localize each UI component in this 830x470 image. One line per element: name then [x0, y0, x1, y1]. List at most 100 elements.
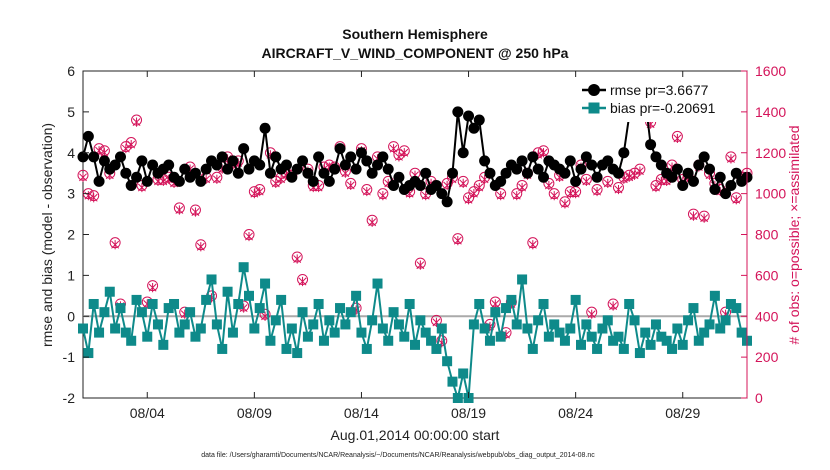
bias-point: [179, 319, 190, 330]
assimilated-obs-point: [175, 205, 184, 215]
rmse-point: [286, 171, 298, 183]
rmse-point: [307, 175, 319, 187]
rmse-point: [200, 163, 212, 175]
bias-point: [110, 323, 121, 334]
assimilated-obs-point: [732, 195, 741, 205]
bias-point: [201, 294, 212, 305]
rmse-point: [232, 167, 244, 179]
legend-rmse-label: rmse pr=3.6677: [610, 82, 709, 98]
bias-point: [527, 343, 538, 354]
bias-point: [447, 376, 458, 387]
left-tick-label: -2: [63, 390, 76, 406]
right-tick-label: 400: [755, 308, 779, 324]
left-tick-label: 2: [67, 227, 75, 243]
bias-point: [506, 294, 517, 305]
bias-point: [195, 323, 206, 334]
rmse-point: [655, 159, 667, 171]
bias-point: [624, 298, 635, 309]
rmse-point: [302, 167, 314, 179]
bias-point: [699, 327, 710, 338]
bias-point: [115, 303, 126, 314]
rmse-point: [355, 147, 367, 159]
rmse-point: [677, 179, 689, 191]
assimilated-obs-point: [453, 236, 462, 246]
bias-point: [227, 327, 238, 338]
bias-point: [538, 298, 549, 309]
legend-bias-label: bias pr=-0.20691: [610, 100, 716, 116]
bias-point: [238, 262, 249, 273]
assimilated-obs-point: [127, 139, 136, 150]
rmse-point: [580, 151, 592, 163]
bias-point: [340, 319, 351, 330]
rmse-point: [538, 171, 550, 183]
assimilated-obs-point: [298, 276, 307, 287]
bias-point: [522, 323, 533, 334]
bias-point: [136, 307, 147, 318]
rmse-point: [484, 167, 496, 179]
rmse-point: [147, 159, 159, 171]
rmse-point: [473, 114, 485, 126]
left-tick-label: 0: [67, 308, 75, 324]
bias-point: [169, 298, 180, 309]
assimilated-obs-point: [689, 211, 698, 221]
rmse-point: [297, 155, 309, 167]
rmse-point: [264, 167, 276, 179]
bias-point: [602, 315, 613, 326]
assimilated-obs-point: [673, 133, 682, 144]
left-tick-label: 1: [67, 267, 75, 283]
x-tick-label: 08/09: [237, 405, 272, 421]
data-file-footer: data file: /Users/gharamti/Documents/NCA…: [201, 452, 595, 459]
assimilated-obs-point: [560, 199, 569, 209]
x-tick-label: 08/19: [451, 405, 486, 421]
rmse-series: [77, 94, 753, 208]
bias-point: [410, 339, 420, 350]
rmse-point: [602, 155, 614, 167]
rmse-point: [720, 188, 732, 200]
rmse-point: [457, 147, 469, 159]
rmse-point: [254, 159, 266, 171]
bias-point: [211, 319, 222, 330]
bias-point: [677, 339, 688, 350]
bias-point: [549, 319, 560, 330]
rmse-point: [382, 163, 394, 175]
rmse-point: [323, 175, 335, 187]
x-tick-label: 08/24: [558, 405, 593, 421]
rmse-point: [238, 143, 250, 155]
rmse-point: [693, 159, 705, 171]
left-tick-label: 6: [67, 63, 75, 79]
rmse-point: [709, 184, 721, 196]
assimilated-obs-point: [469, 189, 478, 199]
assimilated-obs-point: [79, 172, 87, 182]
bias-point: [618, 343, 629, 354]
bias-point: [318, 335, 329, 346]
rmse-point: [366, 167, 378, 179]
bias-point: [399, 331, 410, 342]
bias-point: [608, 335, 619, 346]
assimilated-obs-point: [362, 186, 371, 197]
assimilated-obs-point: [652, 182, 660, 193]
legend-rmse-marker: [588, 84, 600, 96]
bias-point: [565, 323, 576, 334]
assimilated-obs-point: [700, 213, 709, 223]
rmse-point: [388, 179, 400, 191]
rmse-point: [420, 167, 432, 179]
right-tick-label: 1400: [755, 104, 786, 120]
bias-point: [554, 327, 565, 338]
assimilated-obs-point: [496, 191, 505, 201]
bias-point: [490, 307, 501, 318]
bias-point: [704, 319, 715, 330]
rmse-point: [521, 167, 533, 179]
rmse-point: [98, 155, 110, 167]
rmse-point: [446, 167, 458, 179]
left-tick-label: -1: [63, 349, 76, 365]
bias-point: [388, 307, 399, 318]
rmse-point: [179, 163, 191, 175]
bias-point: [431, 343, 442, 354]
bias-point: [426, 335, 437, 346]
rmse-point: [468, 122, 480, 134]
assimilated-obs-point: [121, 144, 130, 154]
assimilated-obs-point: [191, 207, 200, 217]
assimilated-obs-point: [346, 180, 355, 191]
legend: rmse pr=3.6677 bias pr=-0.20691: [578, 78, 740, 122]
bias-point: [725, 298, 736, 309]
